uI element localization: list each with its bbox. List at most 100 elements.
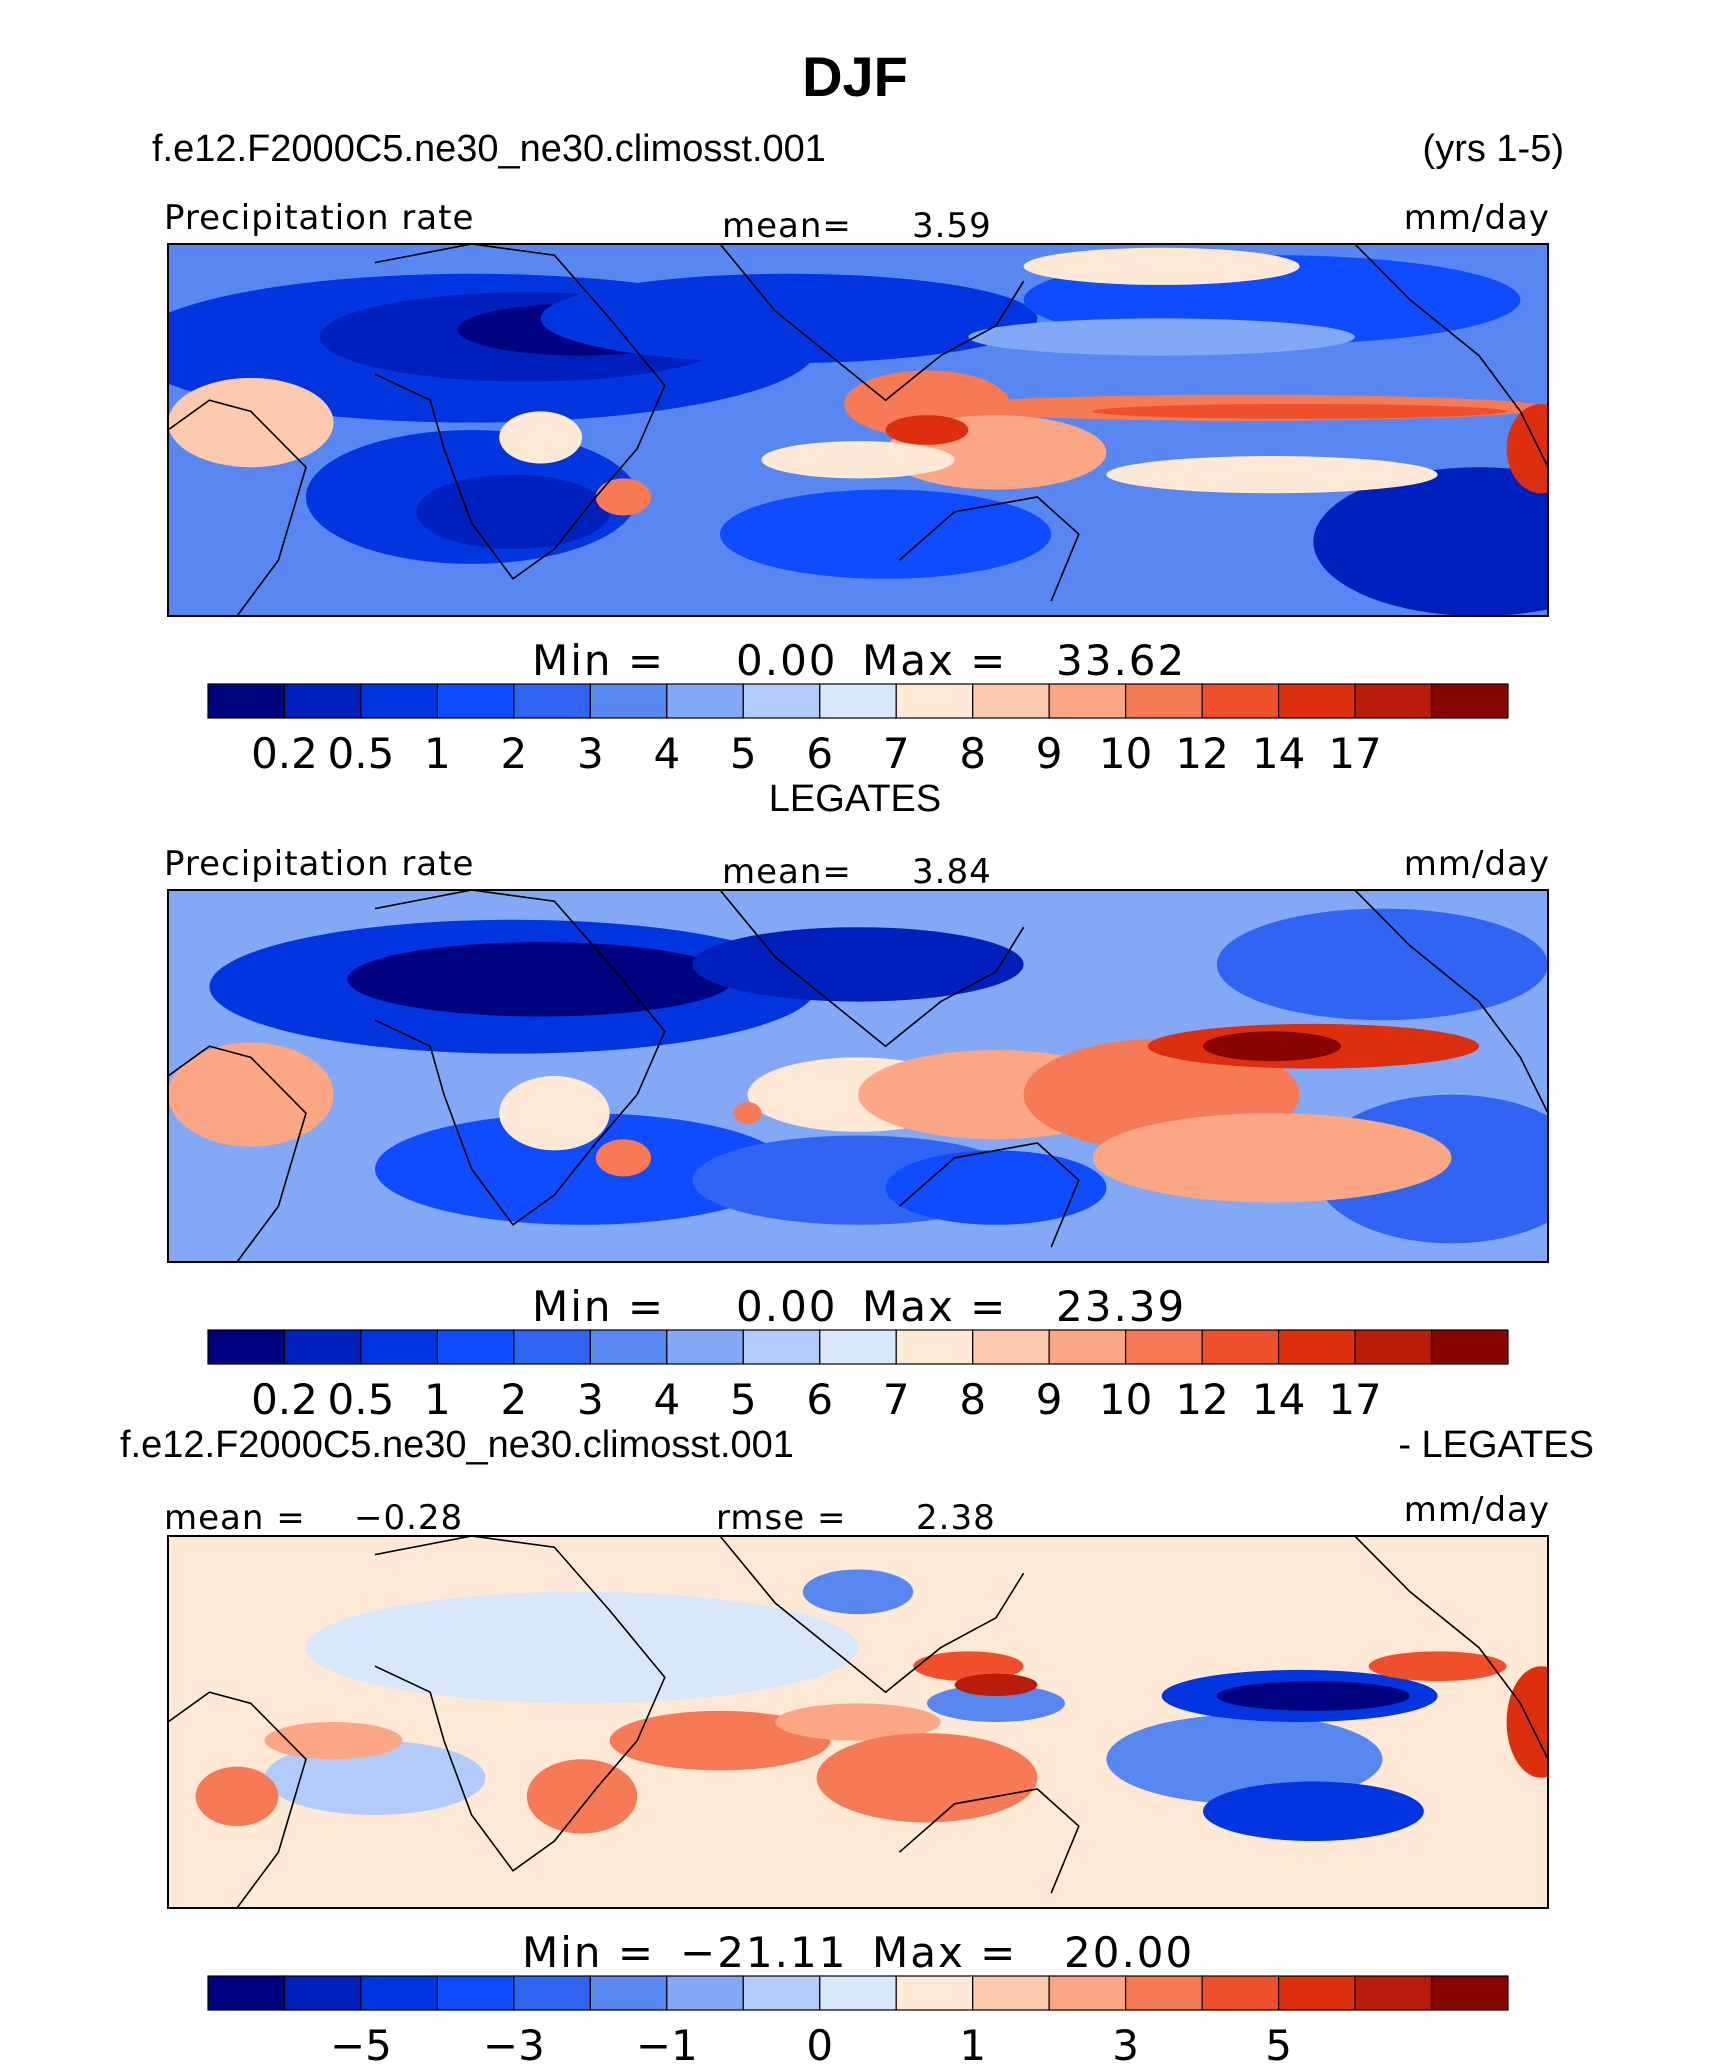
colorbar-box: [742, 1975, 821, 2011]
panel2-min-value: 0.00: [736, 1282, 838, 1331]
panel2-variable: Precipitation rate: [164, 844, 475, 884]
panel1-variable: Precipitation rate: [164, 198, 475, 238]
colorbar-box: [666, 683, 744, 719]
colorbar-box: [283, 1329, 362, 1365]
panel3-min-label: Min =: [522, 1928, 656, 1977]
colorbar-box: [1125, 683, 1203, 719]
panel3-colorbar: −5 −3 −1 0 1 3 5: [207, 1975, 1509, 2064]
panel3-map: [167, 1535, 1549, 1909]
colorbar-box: [513, 1975, 591, 2011]
colorbar-tick-label: 1: [959, 2021, 986, 2064]
colorbar-box: [666, 1329, 744, 1365]
colorbar-box: [1201, 683, 1280, 719]
panel3-contour-region: [609, 1710, 831, 1771]
panel1-map-frame: [167, 243, 1549, 617]
panel1-contour-region: [1023, 247, 1300, 285]
coastline: [719, 890, 1025, 1048]
panel1-contour-region: [1106, 456, 1438, 494]
colorbar-tick-label: 12: [1175, 1375, 1228, 1424]
colorbar-box: [1125, 1329, 1203, 1365]
colorbar-box: [1430, 1329, 1509, 1365]
panel3-max-value: 20.00: [1064, 1928, 1195, 1977]
panel1-contour-region: [720, 489, 1052, 579]
colorbar-box: [589, 1975, 668, 2011]
coastline: [374, 890, 666, 1226]
colorbar-tick-label: 5: [730, 1375, 757, 1424]
panel2-colorbar: 0.2 0.5 1 2 3 4 5 6 7 8 9 10 12 14 17: [207, 1329, 1509, 1424]
colorbar-box: [1048, 683, 1127, 719]
panel2-contour-region: [1092, 1113, 1452, 1203]
colorbar-tick-label: 0.2: [251, 1375, 318, 1424]
colorbar-box: [589, 683, 668, 719]
coastline: [719, 244, 1025, 402]
colorbar-box: [436, 1329, 515, 1365]
colorbar-tick-label: 4: [653, 729, 680, 778]
colorbar-tick-label: 6: [806, 729, 833, 778]
panel3-contour-region: [816, 1733, 1038, 1823]
colorbar-tick-label: 4: [653, 1375, 680, 1424]
colorbar-box: [513, 683, 591, 719]
colorbar-box: [895, 683, 974, 719]
panel3-contour-region: [195, 1766, 279, 1827]
colorbar-tick-label: 17: [1328, 1375, 1381, 1424]
colorbar-tick-label: 3: [1112, 2021, 1139, 2064]
colorbar-tick-label: 5: [730, 729, 757, 778]
colorbar-box: [819, 1329, 897, 1365]
colorbar-box: [1048, 1329, 1127, 1365]
colorbar-box: [1277, 1329, 1356, 1365]
colorbar-box: [1430, 683, 1509, 719]
panel3-contour-region: [306, 1591, 858, 1704]
colorbar-box: [819, 683, 897, 719]
panel1-contour-region: [885, 415, 969, 445]
colorbar-tick-label: 1: [424, 1375, 451, 1424]
colorbar-box: [1201, 1975, 1280, 2011]
panel3-contour-region: [913, 1651, 1024, 1682]
panel3-contour-region: [1216, 1681, 1410, 1711]
colorbar-box: [207, 1975, 286, 2011]
colorbar-box: [742, 683, 821, 719]
colorbar-tick-label: −3: [483, 2021, 545, 2064]
colorbar-box: [283, 683, 362, 719]
colorbar-tick-label: 2: [501, 1375, 528, 1424]
colorbar-tick-label: −1: [636, 2021, 698, 2064]
colorbar-tick-label: 3: [577, 729, 604, 778]
panel2-contour-region: [1203, 1031, 1341, 1062]
colorbar-box: [360, 1975, 439, 2011]
panel3-contour-region: [1203, 1781, 1424, 1842]
panel2-contour-region: [499, 1076, 610, 1151]
panel1-contour-region: [499, 411, 582, 464]
coastline: [1354, 890, 1548, 1114]
coastline: [168, 1045, 307, 1262]
panel1-mean-label: mean=: [722, 206, 852, 246]
panel1-years: (yrs 1-5): [1422, 128, 1564, 170]
coastline: [1354, 1536, 1548, 1760]
colorbar-tick-label: 0.5: [328, 1375, 395, 1424]
panel2-min-label: Min =: [532, 1282, 666, 1331]
coastline: [1354, 244, 1548, 468]
colorbar-box: [895, 1975, 974, 2011]
panel3-units: mm/day: [1403, 1490, 1550, 1530]
panel3-rmse-label: rmse =: [716, 1498, 847, 1538]
colorbar-tick-label: 5: [1265, 2021, 1292, 2064]
colorbar-box: [283, 1975, 362, 2011]
colorbar-tick-label: 9: [1036, 1375, 1063, 1424]
panel3-contour-region: [1506, 1666, 1548, 1778]
panel3-contour-region: [927, 1684, 1065, 1722]
colorbar-box: [742, 1329, 821, 1365]
panel1-colorbar: 0.2 0.5 1 2 3 4 5 6 7 8 9 10 12 14 17: [207, 683, 1509, 778]
colorbar-tick-label: −5: [330, 2021, 392, 2064]
panel1-case-name: f.e12.F2000C5.ne30_ne30.climosst.001: [152, 128, 826, 170]
panel2-map: [167, 889, 1549, 1263]
panel1-map: [167, 243, 1549, 617]
colorbar-box: [972, 683, 1050, 719]
colorbar-box: [1201, 1329, 1280, 1365]
panel3-max-label: Max =: [872, 1928, 1018, 1977]
panel2-contour-region: [595, 1139, 652, 1177]
panel1-mean-value: 3.59: [912, 206, 992, 246]
panel1-contour-region: [168, 377, 334, 468]
colorbar-tick-label: 0.5: [328, 729, 395, 778]
colorbar-box: [666, 1975, 744, 2011]
colorbar-box: [513, 1329, 591, 1365]
colorbar-box: [360, 683, 439, 719]
colorbar-tick-label: 9: [1036, 729, 1063, 778]
